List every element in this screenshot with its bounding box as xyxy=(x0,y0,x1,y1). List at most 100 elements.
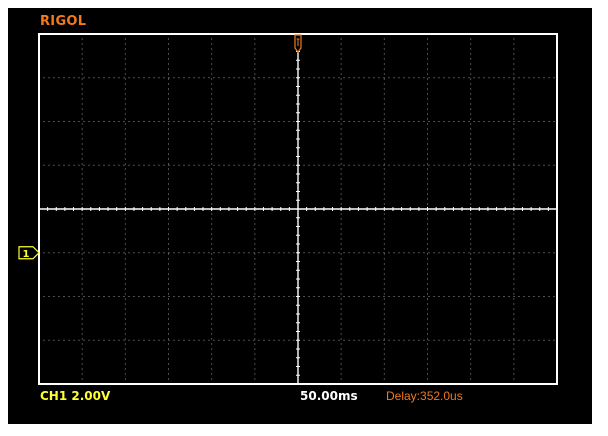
graticule-dot xyxy=(340,63,342,65)
graticule-dot xyxy=(108,252,110,254)
graticule-dot xyxy=(427,248,428,250)
graticule-dot xyxy=(124,348,126,350)
graticule-dot xyxy=(427,223,428,225)
graticule-dot xyxy=(223,164,225,166)
graticule-dot xyxy=(533,121,535,122)
graticule-dot xyxy=(253,296,255,297)
graticule-dot xyxy=(203,77,205,79)
graticule-dot xyxy=(427,198,428,200)
graticule-dot xyxy=(340,188,342,190)
graticule-dot xyxy=(338,164,340,166)
graticule-dot xyxy=(333,77,335,79)
graticule-dot xyxy=(168,138,169,140)
graticule-dot xyxy=(211,58,213,60)
graticule-dot xyxy=(518,164,520,166)
graticule-dot xyxy=(473,77,475,79)
graticule-dot xyxy=(413,164,415,166)
graticule-dot xyxy=(211,313,213,315)
graticule-dot xyxy=(254,253,256,255)
graticule-dot xyxy=(168,218,169,220)
graticule-dot xyxy=(81,283,83,285)
graticule-dot xyxy=(168,83,169,85)
graticule-dot xyxy=(383,252,385,254)
graticule-dot xyxy=(498,339,500,341)
graticule-dot xyxy=(118,252,120,254)
graticule-dot xyxy=(173,164,175,166)
graticule-dot xyxy=(358,252,360,254)
graticule-dot xyxy=(124,298,126,300)
graticule-dot xyxy=(173,296,175,297)
graticule-dot xyxy=(383,253,385,255)
graticule-dot xyxy=(211,203,213,205)
graticule-dot xyxy=(211,228,213,230)
graticule-dot xyxy=(408,296,410,297)
graticule-dot xyxy=(168,123,169,125)
graticule-dot xyxy=(254,68,256,70)
graticule-dot xyxy=(533,252,535,254)
graticule-dot xyxy=(124,188,126,190)
graticule-dot xyxy=(211,353,213,355)
graticule-dot xyxy=(124,128,126,130)
graticule-dot xyxy=(513,68,515,70)
graticule-dot xyxy=(303,339,305,341)
graticule-dot xyxy=(378,164,380,166)
graticule-dot xyxy=(443,77,445,79)
graticule-dot xyxy=(168,283,169,285)
graticule-dot xyxy=(340,193,342,195)
graticule-dot xyxy=(378,252,380,254)
graticule-dot xyxy=(258,252,260,254)
graticule-dot xyxy=(338,121,340,122)
graticule-dot xyxy=(211,198,213,200)
graticule-dot xyxy=(543,339,545,341)
graticule-dot xyxy=(513,121,515,122)
graticule-dot xyxy=(48,296,50,297)
graticule-dot xyxy=(418,121,420,122)
graticule-dot xyxy=(470,203,472,205)
graticule-dot xyxy=(168,238,169,240)
graticule-dot xyxy=(211,348,213,350)
graticule-dot xyxy=(308,252,310,254)
graticule-dot xyxy=(278,77,280,79)
graticule-dot xyxy=(254,43,256,45)
graticule-dot xyxy=(508,339,510,341)
graticule-dot xyxy=(358,296,360,297)
graticule-dot xyxy=(340,293,342,295)
graticule-dot xyxy=(168,43,169,45)
graticule-dot xyxy=(254,128,256,130)
graticule-dot xyxy=(383,358,385,360)
graticule-dot xyxy=(168,143,169,145)
graticule-dot xyxy=(470,333,472,335)
graticule-dot xyxy=(513,323,515,325)
graticule-dot xyxy=(198,339,200,341)
graticule-dot xyxy=(513,278,515,280)
graticule-dot xyxy=(427,373,428,375)
graticule-dot xyxy=(193,164,195,166)
graticule-dot xyxy=(124,43,126,45)
graticule-dot xyxy=(254,303,256,305)
graticule-dot xyxy=(427,323,428,325)
graticule-dot xyxy=(427,63,428,65)
graticule-dot xyxy=(513,103,515,105)
graticule-dot xyxy=(503,296,505,297)
graticule-dot xyxy=(223,77,225,79)
graticule-dot xyxy=(383,308,385,310)
graticule-dot xyxy=(88,77,90,79)
graticule-dot xyxy=(470,113,472,115)
graticule-dot xyxy=(103,121,105,122)
graticule-dot xyxy=(124,103,126,105)
graticule-dot xyxy=(218,252,220,254)
graticule-dot xyxy=(278,296,280,297)
graticule-dot xyxy=(81,323,83,325)
graticule-dot xyxy=(470,323,472,325)
graticule-dot xyxy=(43,164,45,166)
graticule-dot xyxy=(427,88,428,90)
graticule-dot xyxy=(223,339,225,341)
graticule-dot xyxy=(78,164,80,166)
graticule-dot xyxy=(124,148,126,150)
graticule-dot xyxy=(108,339,110,341)
graticule-dot xyxy=(513,173,515,175)
graticule-dot xyxy=(513,308,515,310)
graticule-dot xyxy=(498,121,500,122)
graticule-dot xyxy=(293,164,295,166)
graticule-dot xyxy=(168,368,169,370)
